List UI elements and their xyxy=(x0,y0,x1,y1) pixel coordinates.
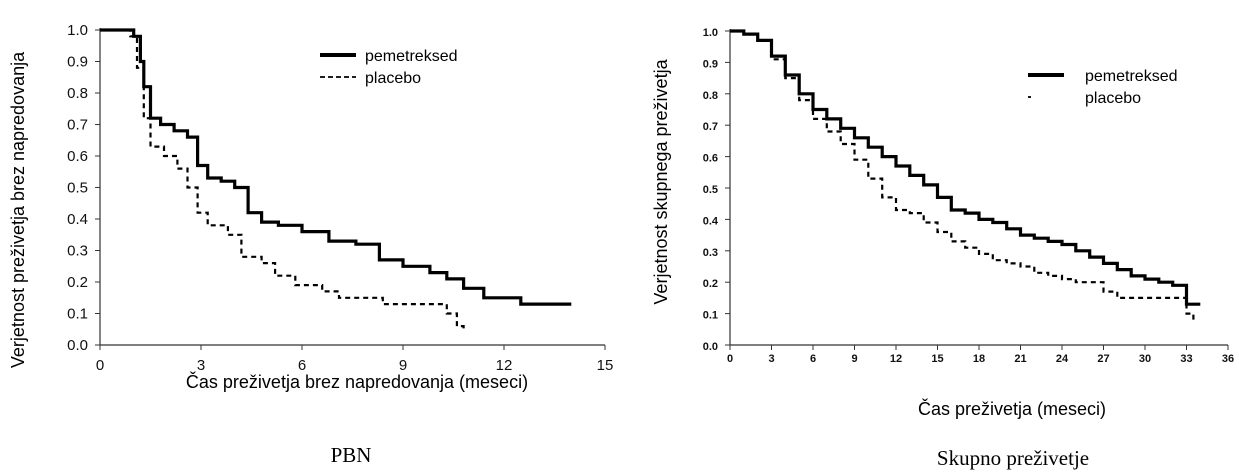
chart-os-xtick-label: 9 xyxy=(851,353,857,365)
chart-pbn-ytick-label: 0.8 xyxy=(67,85,88,102)
chart-os-ytick-label: 0.5 xyxy=(703,184,718,196)
chart-pbn-xtick-label: 9 xyxy=(399,357,407,374)
chart-pbn-xtick-label: 3 xyxy=(197,357,205,374)
chart-os-ytick-label: 0.2 xyxy=(703,278,718,290)
chart-pbn-caption: PBN xyxy=(331,443,372,467)
chart-pbn-ytick-label: 0.0 xyxy=(67,337,88,354)
chart-os-xtick-label: 21 xyxy=(1014,353,1026,365)
chart-os-series-pemetreksed xyxy=(730,29,1201,306)
chart-os-xtick-label: 0 xyxy=(727,353,733,365)
chart-os-ytick-label: 0.8 xyxy=(703,90,718,102)
chart-os-xtick-label: 18 xyxy=(973,353,985,365)
chart-os-ytick-label: 0.9 xyxy=(703,58,718,70)
chart-os-ytick-label: 0.3 xyxy=(703,247,718,259)
chart-os-xtick-label: 12 xyxy=(890,353,902,365)
chart-pbn-legend-label-placebo: placebo xyxy=(365,70,421,87)
chart-pbn-xtick-label: 0 xyxy=(96,357,104,374)
chart-os-ytick-label: 0.7 xyxy=(703,121,718,133)
chart-os-caption: Skupno preživetje xyxy=(937,446,1089,470)
chart-os-ytick-label: 1.0 xyxy=(703,27,718,39)
chart-pbn-ylabel: Verjetnost preživetja brez napredovanja xyxy=(8,51,28,368)
chart-os-xtick-label: 6 xyxy=(810,353,816,365)
chart-pbn-series-pemetreksed xyxy=(100,28,572,306)
chart-pbn-xtick-label: 12 xyxy=(496,357,513,374)
chart-os-xtick-label: 36 xyxy=(1222,353,1234,365)
chart-pbn-ytick-label: 0.4 xyxy=(67,211,88,228)
chart-os-legend-label-placebo: placebo xyxy=(1085,90,1141,107)
chart-os-xtick-label: 3 xyxy=(768,353,774,365)
chart-pbn-ytick-label: 0.9 xyxy=(67,54,88,71)
chart-pbn: Verjetnost preživetja brez napredovanja … xyxy=(8,22,613,467)
chart-pbn-ytick-label: 1.0 xyxy=(67,22,88,39)
chart-pbn-ytick-label: 0.2 xyxy=(67,274,88,291)
chart-pbn-xlabel: Čas preživetja brez napredovanja (meseci… xyxy=(186,371,528,392)
chart-pbn-ytick-label: 0.5 xyxy=(67,180,88,197)
chart-pbn-legend-label-pemetreksed: pemetreksed xyxy=(365,48,458,65)
chart-os-xtick-label: 27 xyxy=(1097,353,1109,365)
chart-pbn-xtick-label: 6 xyxy=(298,357,306,374)
chart-pbn-ytick-label: 0.7 xyxy=(67,117,88,134)
chart-os-ytick-label: 0.6 xyxy=(703,153,718,165)
chart-os-xtick-label: 33 xyxy=(1180,353,1192,365)
chart-os-ytick-label: 0.1 xyxy=(703,310,718,322)
chart-pbn-ytick-label: 0.6 xyxy=(67,148,88,165)
chart-pbn-xtick-label: 15 xyxy=(597,357,614,374)
chart-pbn-ytick-label: 0.3 xyxy=(67,243,88,260)
chart-overall-survival: Verjetnost skupnega preživetja Čas preži… xyxy=(651,27,1234,470)
chart-os-ylabel: Verjetnost skupnega preživetja xyxy=(651,58,671,304)
chart-os-xtick-label: 24 xyxy=(1056,353,1069,365)
chart-os-xtick-label: 30 xyxy=(1139,353,1151,365)
chart-os-legend-label-pemetreksed: pemetreksed xyxy=(1085,68,1178,85)
chart-os-ytick-label: 0.4 xyxy=(703,215,719,227)
chart-os-xtick-label: 15 xyxy=(931,353,943,365)
chart-os-series-placebo xyxy=(730,29,1195,320)
chart-os-ytick-label: 0.0 xyxy=(703,341,718,353)
chart-os-xlabel: Čas preživetja (meseci) xyxy=(918,398,1106,419)
chart-pbn-ytick-label: 0.1 xyxy=(67,306,88,323)
